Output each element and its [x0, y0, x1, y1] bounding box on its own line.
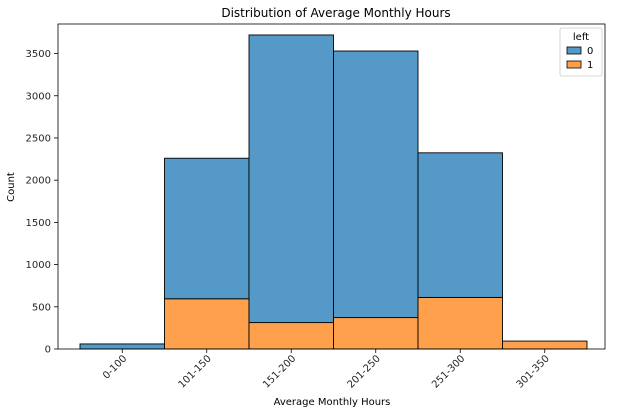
- y-tick-label: 1000: [26, 260, 51, 271]
- y-tick-label: 0: [45, 345, 51, 356]
- legend-swatch-0: [566, 46, 582, 55]
- bar-151-200-series-0: [248, 34, 334, 324]
- legend-swatch-1: [566, 60, 582, 69]
- y-tick-label: 1500: [26, 218, 51, 229]
- legend-label-1: 1: [587, 60, 593, 71]
- bars-group: [79, 34, 588, 350]
- bar-101-150-series-0: [164, 157, 250, 300]
- legend: left 0 1: [559, 27, 603, 77]
- y-axis: 0 500 1000 1500 2000 2500 3000 3500: [26, 49, 58, 356]
- x-axis-label: Average Monthly Hours: [274, 397, 391, 408]
- x-tick-label: 251-300: [430, 353, 467, 390]
- y-axis-label: Count: [6, 172, 17, 202]
- y-tick-label: 2000: [26, 176, 51, 187]
- bar-101-150-series-1: [164, 298, 250, 350]
- bar-251-300-series-0: [417, 152, 503, 298]
- x-tick-label: 101-150: [177, 353, 214, 390]
- bar-301-350-series-1: [502, 340, 588, 350]
- x-tick-label: 301-350: [515, 353, 552, 390]
- legend-label-0: 0: [587, 46, 593, 57]
- bar-151-200-series-1: [248, 322, 334, 350]
- y-tick-label: 3000: [26, 91, 51, 102]
- bar-251-300-series-1: [417, 296, 503, 350]
- x-axis: 0-100 101-150 151-200 201-250 251-300 301-350: [101, 349, 552, 391]
- bar-201-250-series-1: [333, 317, 419, 350]
- y-tick-label: 3500: [26, 49, 51, 60]
- bar-0-100-series-0: [79, 343, 165, 350]
- y-tick-label: 2500: [26, 133, 51, 144]
- x-tick-label: 151-200: [261, 353, 298, 390]
- y-tick-label: 500: [32, 302, 51, 313]
- plot-frame: [57, 23, 606, 350]
- legend-title: left: [573, 32, 589, 43]
- x-tick-label: 0-100: [101, 353, 129, 381]
- bar-201-250-series-0: [333, 50, 419, 319]
- chart-title: Distribution of Average Monthly Hours: [221, 6, 450, 20]
- x-tick-label: 201-250: [346, 353, 383, 390]
